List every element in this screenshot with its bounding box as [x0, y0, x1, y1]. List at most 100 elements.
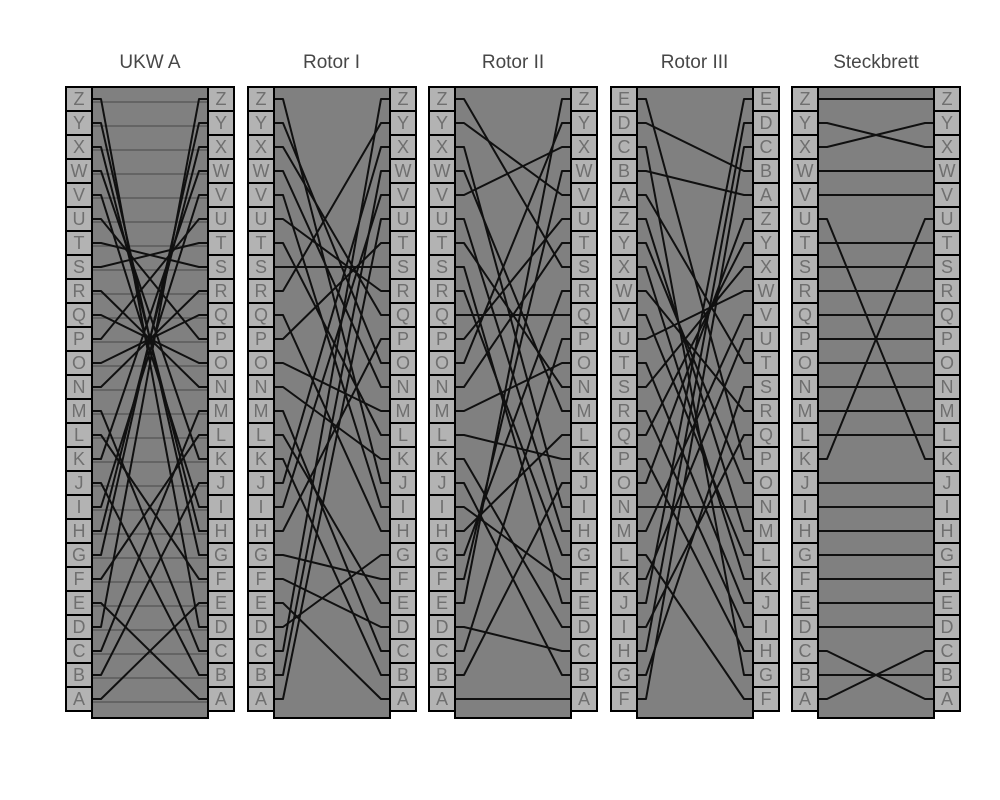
letter-label-left: S [254, 257, 266, 277]
letter-label-right: L [942, 425, 952, 445]
panel-title-rotor-3: Rotor III [660, 52, 729, 73]
letter-box-left [65, 326, 93, 352]
letter-label-right: D [215, 617, 228, 637]
letter-label-right: D [759, 113, 772, 133]
letter-label-right: H [578, 521, 591, 541]
wire-k-u [636, 338, 753, 580]
wire-k-u [818, 218, 934, 460]
letter-label-right: L [397, 425, 407, 445]
letter-label-left: K [254, 449, 266, 469]
wire-i-v [92, 194, 208, 508]
letter-box-left [609, 110, 638, 136]
letter-box-left [65, 614, 93, 640]
letter-label-left: Q [435, 305, 449, 325]
letter-box-right [933, 254, 961, 280]
letter-box-left [609, 566, 638, 592]
letter-box-right [207, 350, 235, 376]
letter-label-right: Q [214, 305, 228, 325]
wire-t-j [636, 362, 753, 604]
letter-label-right: N [759, 497, 772, 517]
letter-box-right [570, 494, 598, 520]
letter-label-right: W [394, 161, 411, 181]
letter-label-left: M [435, 401, 450, 421]
letter-box-right [751, 470, 780, 496]
wire-q-y [636, 242, 753, 436]
letter-label-left: B [73, 665, 85, 685]
letter-label-left: C [254, 641, 267, 661]
letter-label-right: J [761, 593, 770, 613]
panel-interior [454, 86, 572, 719]
wire-b-w [273, 170, 390, 676]
letter-label-left: T [800, 233, 811, 253]
letter-box-right [207, 422, 235, 448]
wire-d-g [273, 554, 390, 628]
letter-box-left [246, 254, 275, 280]
letter-label-left: N [254, 377, 267, 397]
letter-label-left: R [799, 281, 812, 301]
letter-box-right [751, 542, 780, 568]
letter-label-left: F [618, 689, 629, 709]
letter-box-left [246, 686, 275, 712]
letter-label-left: K [617, 569, 629, 589]
letter-label-right: A [215, 689, 227, 709]
letter-label-right: B [396, 665, 408, 685]
letter-label-left: J [619, 593, 628, 613]
letter-label-right: Z [579, 89, 590, 109]
letter-box-left [246, 206, 275, 232]
letter-label-right: N [396, 377, 409, 397]
letter-label-right: E [215, 593, 227, 613]
letter-box-right [388, 158, 417, 184]
letter-box-left [428, 494, 456, 520]
letter-label-left: X [617, 257, 629, 277]
letter-box-right [751, 302, 780, 328]
letter-label-left: U [617, 329, 630, 349]
letter-label-left: V [254, 185, 266, 205]
letter-label-right: B [759, 161, 771, 181]
letter-label-right: Y [396, 113, 408, 133]
letter-label-right: G [214, 545, 228, 565]
wire-u-r [273, 218, 390, 292]
wire-g-s [636, 386, 753, 676]
letter-box-left [246, 230, 275, 256]
letter-label-right: I [944, 497, 949, 517]
letter-box-left [65, 398, 93, 424]
wire-a-c [818, 650, 934, 700]
wire-f-l [92, 434, 208, 580]
letter-label-right: V [396, 185, 408, 205]
letter-label-left: G [253, 545, 267, 565]
letter-label-right: D [396, 617, 409, 637]
letter-box-right [388, 566, 417, 592]
letter-label-right: S [578, 257, 590, 277]
letter-label-left: H [617, 641, 630, 661]
letter-box-left [428, 398, 456, 424]
letter-label-right: Q [940, 305, 954, 325]
letter-label-right: P [578, 329, 590, 349]
letter-label-right: O [940, 353, 954, 373]
letter-label-right: Q [395, 305, 409, 325]
wire-v-x [455, 146, 571, 196]
letter-label-right: K [578, 449, 590, 469]
letter-label-right: W [939, 161, 956, 181]
letter-label-left: Z [74, 89, 85, 109]
letter-box-left [609, 206, 638, 232]
letter-label-left: E [436, 593, 448, 613]
letter-label-right: R [396, 281, 409, 301]
letter-label-left: K [73, 449, 85, 469]
letter-box-left [428, 302, 456, 328]
letter-label-left: D [436, 617, 449, 637]
letter-label-left: E [799, 593, 811, 613]
letter-box-left [428, 110, 456, 136]
wire-f-d [273, 578, 390, 628]
letter-label-left: U [73, 209, 86, 229]
letter-label-right: A [941, 689, 953, 709]
letter-label-left: I [802, 497, 807, 517]
letter-label-left: M [798, 401, 813, 421]
letter-label-right: C [759, 137, 772, 157]
letter-box-right [570, 470, 598, 496]
letter-label-left: L [437, 425, 447, 445]
letter-label-right: P [215, 329, 227, 349]
letter-box-left [428, 374, 456, 400]
panel-drawing-rotor-2: ZYXWVUTSRQPONMLKJIHGFEDCBAZYXWVUTSRQPONM… [428, 86, 598, 719]
letter-label-left: W [615, 281, 632, 301]
letter-box-left [65, 302, 93, 328]
